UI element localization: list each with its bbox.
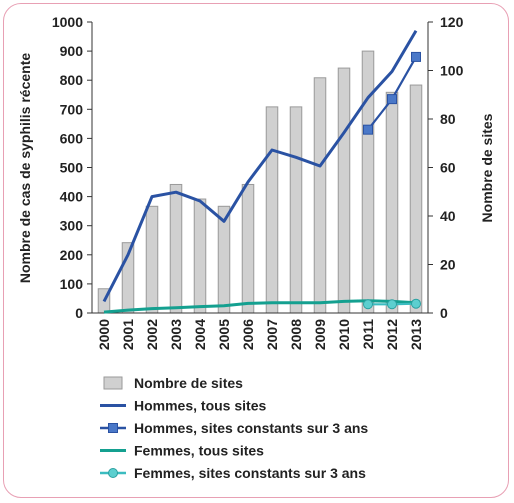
right-tick-label: 100 <box>440 63 464 79</box>
x-tick-label: 2009 <box>312 319 328 350</box>
bar-2004 <box>193 198 207 314</box>
legend-item: Hommes, sites constants sur 3 ans <box>100 420 368 436</box>
left-tick-label: 200 <box>60 247 84 263</box>
right-axis-title: Nombre de sites <box>479 113 495 222</box>
square-marker <box>363 124 373 135</box>
x-tick-label: 2013 <box>408 319 424 350</box>
right-tick-label: 80 <box>440 111 456 127</box>
bar-2007 <box>265 106 279 314</box>
legend-label: Hommes, sites constants sur 3 ans <box>134 420 368 436</box>
legend-label: Femmes, tous sites <box>134 443 264 459</box>
left-tick-label: 900 <box>60 43 84 59</box>
right-tick-label: 60 <box>440 160 456 176</box>
bar-2009 <box>313 77 327 314</box>
x-tick-label: 2008 <box>288 319 304 350</box>
line-series-0 <box>102 29 418 303</box>
bar-2012 <box>385 91 399 314</box>
bar-2002 <box>145 205 159 314</box>
right-tick-label: 0 <box>440 305 448 321</box>
x-tick-label: 2012 <box>384 319 400 350</box>
left-axis-title: Nombre de cas de syphilis récente <box>17 53 33 284</box>
x-tick-label: 2006 <box>240 319 256 350</box>
left-tick-label: 500 <box>60 160 84 176</box>
left-tick-label: 800 <box>60 72 84 88</box>
left-tick-labels: 0 100 200 300 400 500 600 700 800 900 1000 <box>52 14 92 321</box>
legend-marker <box>108 423 118 433</box>
x-tick-label: 2003 <box>168 319 184 350</box>
left-tick-label: 400 <box>60 189 84 205</box>
x-tick-label: 2004 <box>192 319 208 350</box>
x-tick-label: 2000 <box>96 319 112 350</box>
legend-label: Hommes, tous sites <box>134 398 266 414</box>
right-tick-label: 40 <box>440 208 456 224</box>
legend-item: Hommes, tous sites <box>100 398 266 414</box>
legend: Nombre de sites Hommes, tous sites Hommes,… <box>100 375 368 481</box>
bar-2006 <box>241 183 255 314</box>
left-tick-label: 700 <box>60 101 84 117</box>
left-tick-label: 1000 <box>52 14 83 30</box>
left-tick-label: 0 <box>75 305 83 321</box>
x-tick-label: 2007 <box>264 319 280 350</box>
legend-swatch <box>103 376 123 390</box>
legend-item: Nombre de sites <box>103 375 243 391</box>
x-tick-label: 2002 <box>144 319 160 350</box>
circle-marker <box>411 298 421 309</box>
circle-marker <box>363 299 373 310</box>
bar-2008 <box>289 106 303 314</box>
legend-item: Femmes, sites constants sur 3 ans <box>100 465 366 481</box>
chart-frame <box>3 3 509 498</box>
circle-marker <box>387 299 397 310</box>
right-tick-labels: 0 20 40 60 80 100 120 <box>428 14 464 321</box>
bar-2013 <box>409 84 423 314</box>
legend-marker <box>108 468 118 478</box>
lines-group <box>102 29 421 314</box>
left-tick-label: 600 <box>60 130 84 146</box>
line-series-2 <box>103 299 417 314</box>
square-marker <box>387 94 397 105</box>
legend-label: Femmes, sites constants sur 3 ans <box>134 465 366 481</box>
bar-2010 <box>337 67 351 314</box>
x-tick-label: 2010 <box>336 319 352 350</box>
legend-item: Femmes, tous sites <box>100 443 264 459</box>
bar-2011 <box>361 50 375 314</box>
right-tick-label: 120 <box>440 14 464 30</box>
x-tick-label: 2005 <box>216 319 232 350</box>
x-tick-label: 2001 <box>120 319 136 350</box>
left-tick-label: 300 <box>60 218 84 234</box>
square-marker <box>411 51 421 62</box>
right-tick-label: 20 <box>440 257 456 273</box>
bar-2003 <box>169 183 183 314</box>
x-tick-label: 2011 <box>360 319 376 350</box>
legend-label: Nombre de sites <box>134 375 243 391</box>
left-tick-label: 100 <box>60 276 84 292</box>
x-tick-labels: 2000 2001 2002 2003 2004 2005 2006 2007 2008 2009… <box>96 319 424 350</box>
